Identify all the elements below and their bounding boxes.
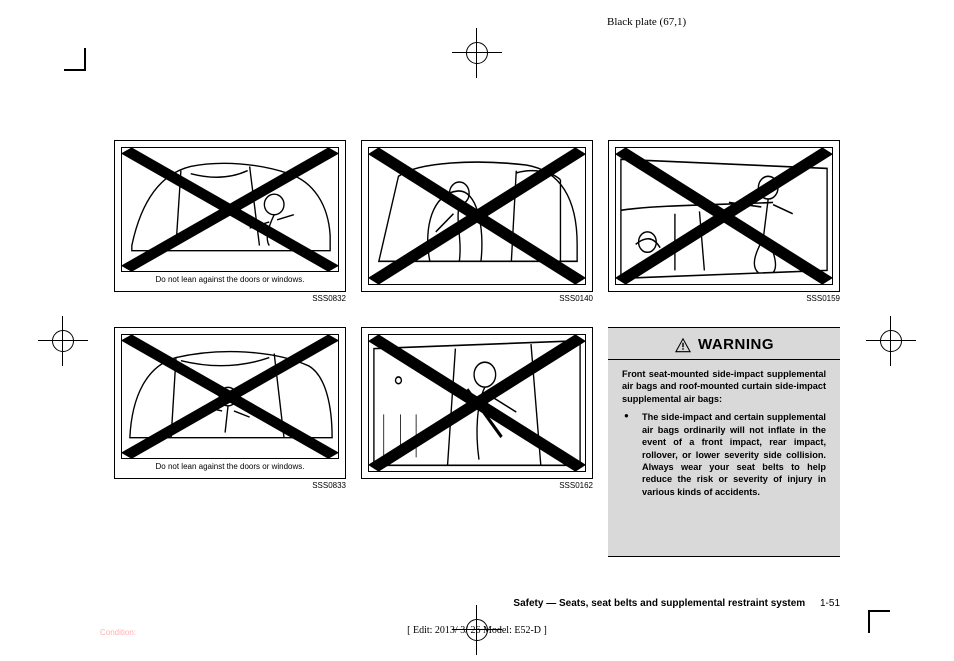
figure-box [361,140,593,292]
figure-caption: Do not lean against the doors or windows… [121,459,339,472]
figure-box: Do not lean against the doors or windows… [114,140,346,292]
plate-header: Black plate (67,1) [607,16,686,28]
figure-box [361,327,593,479]
warning-box: WARNING Front seat-mounted side-impact s… [608,327,840,557]
page-number: 1-51 [820,598,840,609]
figure-box: Do not lean against the doors or windows… [114,327,346,479]
warning-bullet: The side-impact and certain supplemental… [638,411,826,498]
warning-body: Front seat-mounted side-impact supplemen… [608,360,840,508]
figure-code: SSS0833 [114,479,346,490]
figure-caption: Do not lean against the doors or windows… [121,272,339,285]
condition-label: Condition: [100,628,136,637]
figure-code: SSS0162 [361,479,593,490]
figure-illustration [368,334,586,472]
figure-code: SSS0140 [361,292,593,303]
figure-code: SSS0832 [114,292,346,303]
warning-header: WARNING [608,328,840,360]
figure-illustration [368,147,586,285]
crosshair-top [452,28,502,78]
figure-cell: Do not lean against the doors or windows… [114,140,346,303]
figure-illustration [121,334,339,459]
warning-intro: Front seat-mounted side-impact supplemen… [622,368,826,405]
figure-code: SSS0159 [608,292,840,303]
figure-box [608,140,840,292]
page-footer: Safety — Seats, seat belts and supplemen… [114,598,840,609]
footer-section: Safety — Seats, seat belts and supplemen… [513,598,805,609]
page-content: Do not lean against the doors or windows… [114,140,840,557]
crosshair-left [38,316,88,366]
crosshair-right [866,316,916,366]
warning-cell: WARNING Front seat-mounted side-impact s… [608,327,840,557]
figure-cell: SSS0162 [361,327,593,557]
edit-line: [ Edit: 2013/ 3/ 26 Model: E52-D ] [0,625,954,636]
figure-illustration [615,147,833,285]
figure-cell: SSS0159 [608,140,840,303]
figure-cell: Do not lean against the doors or windows… [114,327,346,557]
figure-cell: SSS0140 [361,140,593,303]
warning-title: WARNING [698,336,774,353]
figure-illustration [121,147,339,272]
warning-icon [674,337,692,353]
